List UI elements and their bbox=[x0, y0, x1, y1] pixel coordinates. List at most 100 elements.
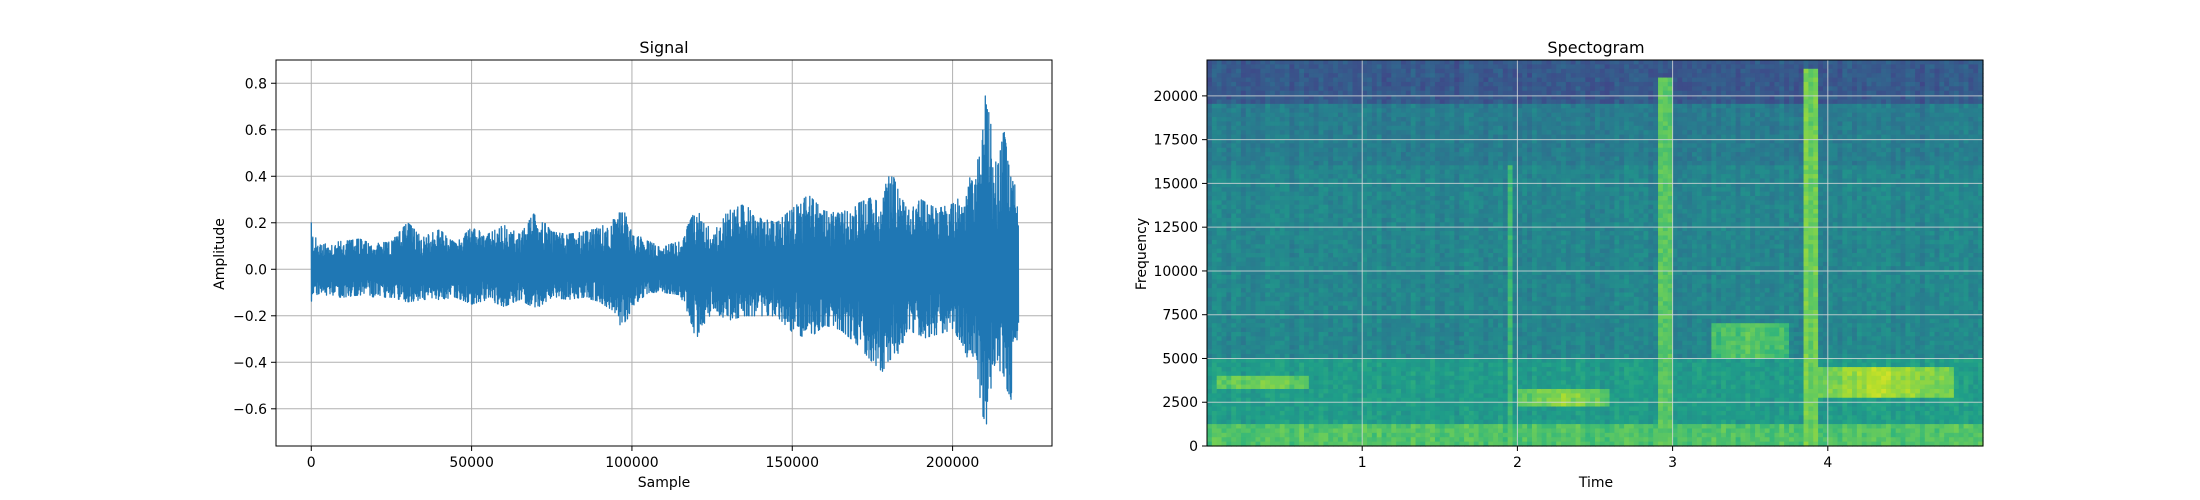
spectrogram-cell bbox=[1260, 301, 1266, 307]
spectrogram-cell bbox=[1357, 86, 1363, 92]
spectrogram-cell bbox=[1376, 90, 1383, 96]
spectrogram-cell bbox=[1352, 402, 1358, 408]
spectrogram-cell bbox=[1265, 288, 1271, 294]
spectrogram-cell bbox=[1367, 345, 1373, 351]
spectrogram-cell bbox=[1342, 73, 1349, 79]
spectrogram-cell bbox=[1391, 178, 1397, 184]
spectrogram-cell bbox=[1454, 147, 1460, 153]
spectrogram-cell bbox=[1265, 64, 1271, 70]
spectrogram-cell bbox=[1381, 165, 1388, 171]
spectrogram-cell bbox=[1236, 187, 1242, 193]
spectrogram-cell bbox=[1468, 160, 1475, 166]
spectrogram-cell bbox=[1240, 143, 1247, 149]
spectrogram-cell bbox=[1405, 261, 1412, 267]
spectrogram-cell bbox=[1221, 112, 1227, 118]
spectrogram-cell bbox=[1410, 353, 1417, 359]
spectrogram-cell bbox=[1459, 248, 1465, 254]
spectrogram-cell bbox=[1386, 226, 1392, 232]
spectrogram-cell bbox=[1274, 156, 1281, 162]
spectrogram-cell bbox=[1425, 226, 1431, 232]
spectrogram-cell bbox=[1362, 393, 1368, 399]
spectrogram-cell bbox=[1207, 103, 1213, 109]
spectrogram-cell bbox=[1216, 353, 1223, 359]
spectrogram-cell bbox=[1439, 397, 1446, 403]
spectrogram-cell bbox=[1449, 432, 1455, 438]
spectrogram-cell bbox=[1459, 200, 1465, 206]
spectrogram-cell bbox=[1396, 81, 1402, 87]
spectrogram-cell bbox=[1430, 318, 1436, 324]
spectrogram-cell bbox=[1323, 384, 1329, 390]
spectrogram-cell bbox=[1454, 165, 1460, 171]
spectrogram-cell bbox=[1221, 367, 1227, 373]
spectrogram-cell bbox=[1333, 388, 1339, 394]
spectrogram-cell bbox=[1357, 406, 1363, 412]
spectrogram-cell bbox=[1313, 288, 1320, 294]
spectrogram-cell bbox=[1391, 323, 1397, 329]
spectrogram-cell bbox=[1464, 108, 1470, 114]
spectrogram-cell bbox=[1464, 288, 1470, 294]
spectrogram-cell bbox=[1294, 437, 1300, 443]
spectrogram-cell bbox=[1284, 165, 1291, 171]
spectrogram-cell bbox=[1473, 283, 1480, 289]
spectrogram-cell bbox=[1284, 375, 1291, 381]
spectrogram-cell bbox=[1376, 130, 1383, 136]
spectrogram-cell bbox=[1459, 191, 1465, 197]
spectrogram-cell bbox=[1211, 68, 1218, 74]
spectrogram-cell bbox=[1464, 121, 1470, 127]
spectrogram-cell bbox=[1401, 419, 1407, 425]
spectrogram-cell bbox=[1430, 125, 1436, 131]
spectrogram-cell bbox=[1274, 380, 1281, 386]
spectrogram-cell bbox=[1328, 415, 1334, 421]
spectrogram-cell bbox=[1381, 305, 1388, 311]
spectrogram-cell bbox=[1464, 195, 1470, 201]
spectrogram-cell bbox=[1328, 95, 1334, 101]
spectrogram-cell bbox=[1425, 68, 1431, 74]
spectrogram-cell bbox=[1308, 327, 1315, 333]
spectrogram-cell bbox=[1308, 358, 1315, 364]
spectrogram-cell bbox=[1255, 187, 1261, 193]
spectrogram-cell bbox=[1211, 358, 1218, 364]
spectrogram-cell bbox=[1464, 160, 1470, 166]
spectrogram-cell bbox=[1265, 178, 1271, 184]
spectrogram-cell bbox=[1236, 253, 1242, 258]
spectrogram-cell bbox=[1430, 402, 1436, 408]
spectrogram-cell bbox=[1308, 323, 1315, 329]
spectrogram-cell bbox=[1250, 200, 1257, 206]
spectrogram-cell bbox=[1308, 152, 1315, 158]
spectrogram-cell bbox=[1255, 222, 1261, 228]
spectrogram-cell bbox=[1420, 209, 1426, 215]
spectrogram-cell bbox=[1318, 108, 1324, 114]
spectrogram-cell bbox=[1391, 244, 1397, 250]
spectrogram-cell bbox=[1468, 419, 1475, 425]
spectrogram-cell bbox=[1434, 235, 1441, 241]
spectrogram-cell bbox=[1454, 226, 1460, 232]
spectrogram-cell bbox=[1468, 388, 1475, 394]
spectrogram-cell bbox=[1464, 371, 1470, 377]
spectrogram-cell bbox=[1294, 143, 1300, 149]
spectrogram-cell bbox=[1226, 178, 1232, 184]
spectrogram-cell bbox=[1221, 349, 1227, 355]
spectrogram-cell bbox=[1386, 130, 1392, 136]
spectrogram-cell bbox=[1371, 397, 1378, 403]
spectrogram-cell bbox=[1430, 424, 1436, 430]
spectrogram-cell bbox=[1362, 86, 1368, 92]
spectrogram-cell bbox=[1459, 327, 1465, 333]
spectrogram-cell bbox=[1425, 406, 1431, 412]
spectrogram-cell bbox=[1318, 310, 1324, 316]
spectrogram-cell bbox=[1299, 266, 1305, 272]
spectrogram-cell bbox=[1240, 187, 1247, 193]
spectrogram-cell bbox=[1391, 336, 1397, 342]
spectrogram-cell bbox=[1444, 174, 1451, 180]
spectrogram-cell bbox=[1255, 130, 1261, 136]
spectrogram-cell bbox=[1226, 160, 1232, 166]
spectrogram-cell bbox=[1391, 362, 1397, 368]
spectrogram-cell bbox=[1401, 358, 1407, 364]
spectrogram-cell bbox=[1434, 244, 1441, 250]
spectrogram-cell bbox=[1265, 226, 1271, 232]
signal-xtick-label: 200000 bbox=[926, 455, 979, 471]
spectrogram-cell bbox=[1473, 222, 1480, 228]
spectrogram-cell bbox=[1231, 147, 1237, 153]
spectrogram-cell bbox=[1425, 64, 1431, 70]
spectrogram-cell bbox=[1420, 200, 1426, 206]
spectrogram-cell bbox=[1464, 112, 1470, 118]
